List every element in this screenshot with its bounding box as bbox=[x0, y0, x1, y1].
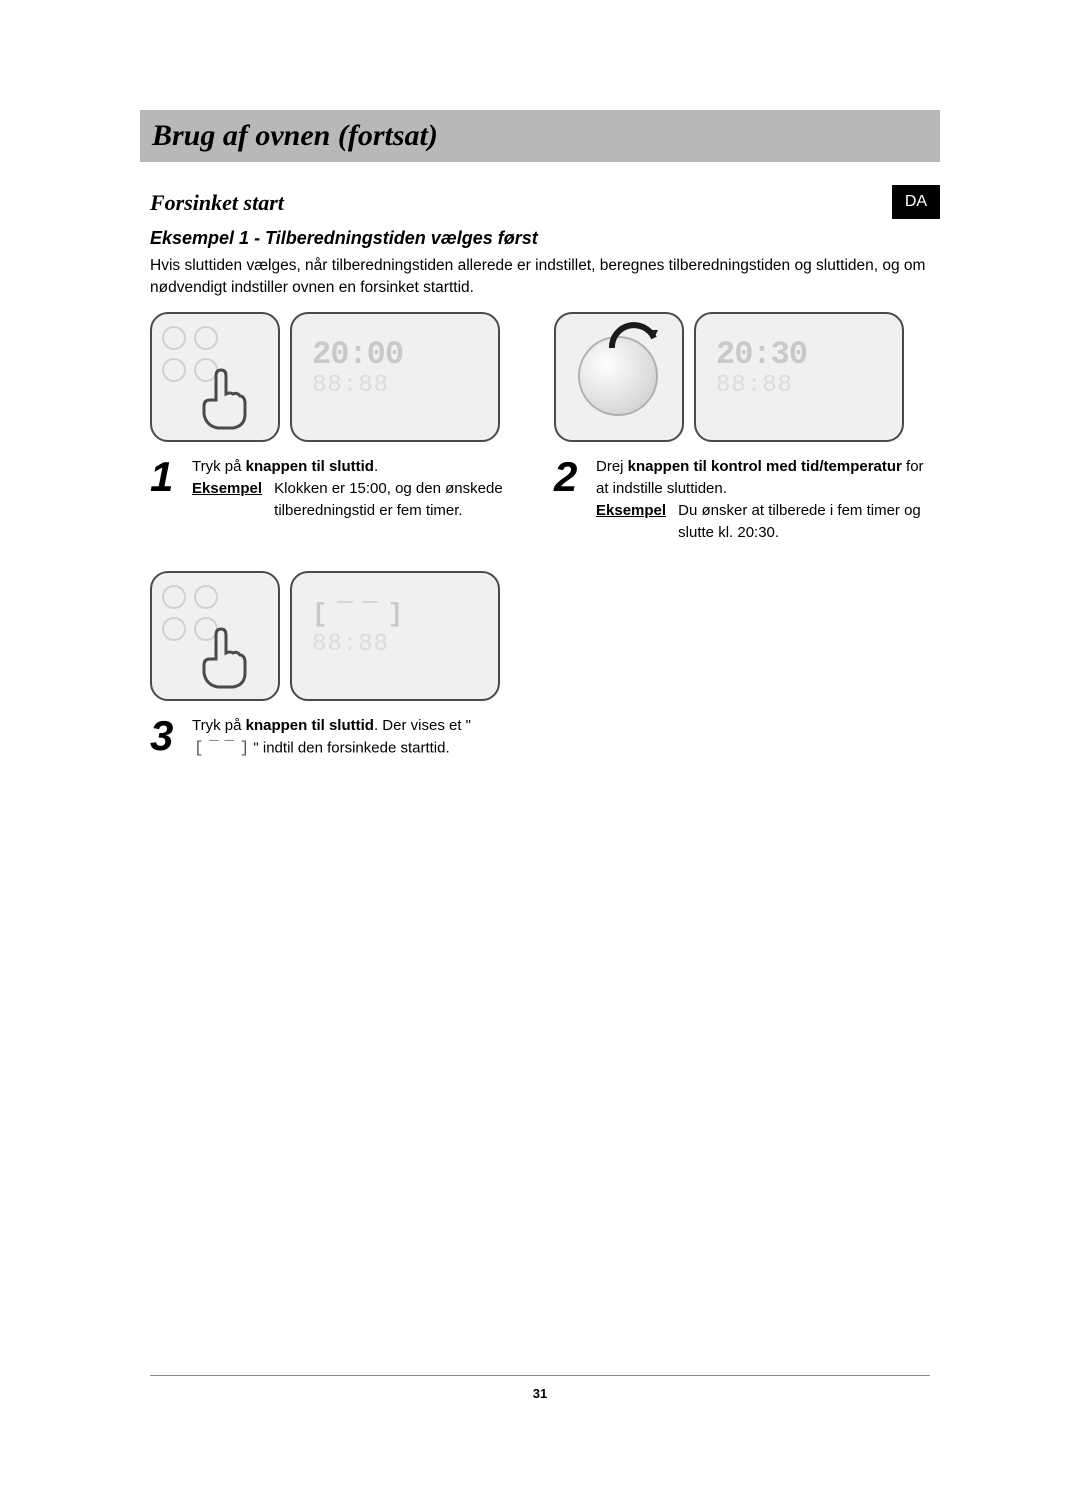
step-3: [ ‾ ‾ ] 88:88 3 Tryk på knappen til slut… bbox=[150, 571, 530, 760]
section-title: Forsinket start bbox=[150, 190, 930, 216]
display-sub-digits: 88:88 bbox=[312, 372, 389, 399]
step-2: 20:30 88:88 2 Drej knappen til kontrol m… bbox=[554, 312, 930, 543]
text-fragment: " indtil den forsinkede starttid. bbox=[249, 740, 449, 757]
display-panel-illustration: [ ‾ ‾ ] 88:88 bbox=[290, 571, 500, 701]
text-bold: knappen til kontrol med tid/temperatur bbox=[628, 458, 902, 475]
display-digits: 20:00 bbox=[312, 336, 403, 373]
page-header: Brug af ovnen (fortsat) bbox=[140, 110, 940, 162]
step-1: 20:00 88:88 1 Tryk på knappen til slutti… bbox=[150, 312, 526, 543]
text-fragment: Tryk på bbox=[192, 458, 246, 475]
step-3-illustrations: [ ‾ ‾ ] 88:88 bbox=[150, 571, 530, 701]
example-text: Du ønsker at tilberede i fem timer og sl… bbox=[678, 500, 928, 544]
text-fragment: . Der vises et " bbox=[374, 717, 471, 734]
display-sub-digits: 88:88 bbox=[312, 631, 389, 658]
steps-row-bottom: [ ‾ ‾ ] 88:88 3 Tryk på knappen til slut… bbox=[150, 571, 930, 760]
example-title: Eksempel 1 - Tilberedningstiden vælges f… bbox=[150, 228, 930, 249]
step-1-body: Tryk på knappen til sluttid. Eksempel Kl… bbox=[192, 456, 526, 521]
rotate-arrow-icon bbox=[606, 320, 662, 376]
display-placeholder-icon: [ ‾ ‾ ] bbox=[192, 737, 249, 760]
step-1-text: 1 Tryk på knappen til sluttid. Eksempel … bbox=[150, 456, 526, 521]
text-bold: knappen til sluttid bbox=[246, 458, 374, 475]
knob-panel-illustration bbox=[554, 312, 684, 442]
intro-text: Hvis sluttiden vælges, når tilberednings… bbox=[150, 255, 930, 298]
display-panel-illustration: 20:30 88:88 bbox=[694, 312, 904, 442]
display-panel-illustration: 20:00 88:88 bbox=[290, 312, 500, 442]
button-panel-illustration bbox=[150, 312, 280, 442]
step-1-illustrations: 20:00 88:88 bbox=[150, 312, 526, 442]
step-number: 2 bbox=[554, 456, 588, 543]
main-content: Forsinket start Eksempel 1 - Tilberednin… bbox=[150, 190, 930, 788]
text-fragment: . bbox=[374, 458, 378, 475]
hand-press-icon bbox=[188, 623, 258, 693]
step-3-text: 3 Tryk på knappen til sluttid. Der vises… bbox=[150, 715, 530, 760]
step-2-illustrations: 20:30 88:88 bbox=[554, 312, 930, 442]
text-fragment: Tryk på bbox=[192, 717, 246, 734]
step-number: 3 bbox=[150, 715, 184, 760]
step-2-text: 2 Drej knappen til kontrol med tid/tempe… bbox=[554, 456, 930, 543]
steps-row-top: 20:00 88:88 1 Tryk på knappen til slutti… bbox=[150, 312, 930, 543]
step-2-body: Drej knappen til kontrol med tid/tempera… bbox=[596, 456, 930, 543]
button-panel-illustration bbox=[150, 571, 280, 701]
footer-divider bbox=[150, 1375, 930, 1376]
example-label: Eksempel bbox=[192, 478, 270, 500]
display-digits: [ ‾ ‾ ] bbox=[312, 599, 400, 629]
hand-press-icon bbox=[188, 364, 258, 434]
page-title: Brug af ovnen (fortsat) bbox=[152, 119, 438, 153]
step-3-body: Tryk på knappen til sluttid. Der vises e… bbox=[192, 715, 530, 760]
display-sub-digits: 88:88 bbox=[716, 372, 793, 399]
text-bold: knappen til sluttid bbox=[246, 717, 374, 734]
step-number: 1 bbox=[150, 456, 184, 521]
display-digits: 20:30 bbox=[716, 336, 807, 373]
example-text: Klokken er 15:00, og den ønskede tilbere… bbox=[274, 478, 524, 522]
example-label: Eksempel bbox=[596, 500, 674, 522]
page-number: 31 bbox=[0, 1386, 1080, 1401]
text-fragment: Drej bbox=[596, 458, 628, 475]
